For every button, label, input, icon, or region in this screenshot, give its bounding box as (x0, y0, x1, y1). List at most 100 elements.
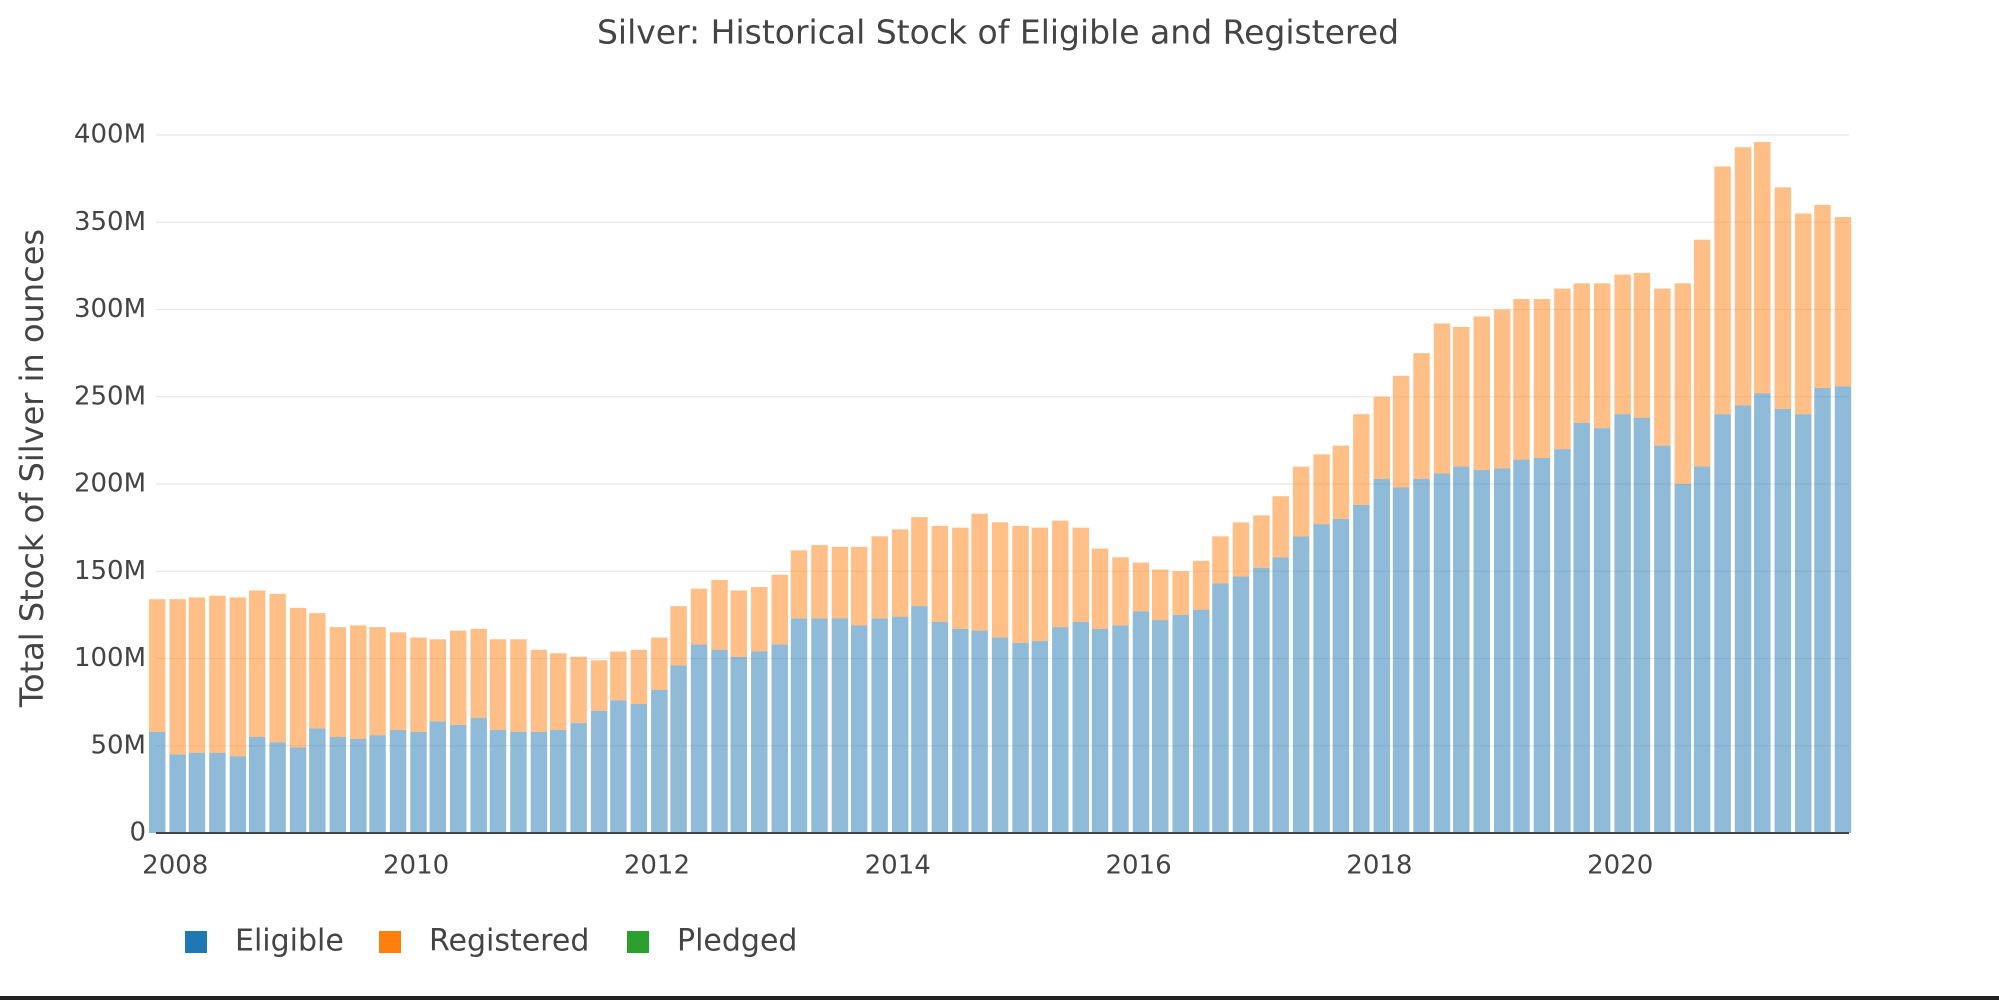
bar-segment (1072, 527, 1089, 622)
chart-title: Silver: Historical Stock of Eligible and… (597, 13, 1399, 52)
legend-marker (379, 931, 401, 953)
bar-segment (1795, 213, 1812, 415)
bar-segment (1272, 496, 1289, 558)
bar-segment (1554, 449, 1571, 833)
bar-segment (670, 606, 687, 666)
bar-segment (651, 689, 668, 833)
bar-segment (1012, 525, 1029, 643)
bar-segment (489, 639, 507, 731)
bar-segment (751, 651, 768, 833)
bar-segment (1253, 515, 1270, 568)
x-tick-label: 2008 (142, 851, 208, 881)
bar-segment (309, 613, 326, 729)
bar-segment (1533, 299, 1551, 458)
bar-segment (1392, 375, 1410, 488)
bar-segment (1774, 408, 1792, 833)
bar-segment (730, 590, 748, 657)
bar-segment (450, 630, 467, 725)
bar-segment (1212, 583, 1229, 833)
bar-segment (1573, 422, 1590, 833)
bar-segment (1272, 557, 1289, 833)
bar-segment (169, 599, 186, 755)
bar-segment (871, 618, 888, 833)
bar-segment (831, 618, 849, 833)
bar-segment (1031, 527, 1049, 642)
bar-segment (1112, 557, 1129, 626)
bar-segment (590, 660, 608, 711)
bar-segment (1493, 309, 1511, 469)
bar-segment (850, 625, 868, 833)
bar-segment (369, 735, 386, 833)
bar-segment (891, 529, 909, 617)
bar-segment (1834, 386, 1852, 833)
bar-segment (470, 628, 487, 718)
bar-segment (1413, 478, 1430, 833)
bar-segment (610, 700, 627, 833)
bar-segment (1112, 625, 1129, 833)
bar-segment (670, 665, 687, 833)
bar-segment (991, 522, 1009, 638)
legend-marker (185, 931, 207, 953)
bar-segment (1674, 484, 1692, 833)
bar-segment (1012, 642, 1029, 833)
bar-segment (952, 628, 969, 833)
bar-segment (169, 754, 186, 833)
bar-segment (148, 731, 166, 833)
bar-segment (1192, 609, 1210, 833)
bar-segment (1292, 466, 1310, 537)
bar-segment (450, 724, 467, 833)
bar-segment (1253, 567, 1270, 833)
bar-segment (1152, 620, 1169, 833)
y-tick-label: 0 (129, 818, 146, 848)
bar-segment (1172, 571, 1189, 615)
bar-segment (790, 550, 808, 619)
bar-segment (891, 616, 909, 833)
bar-segment (1392, 487, 1410, 833)
bar-segment (1734, 147, 1752, 406)
bar-segment (1714, 166, 1731, 415)
bar-segment (549, 653, 567, 731)
bar-segment (1052, 520, 1069, 628)
bar-segment (209, 752, 226, 833)
y-tick-label: 350M (74, 207, 146, 237)
bar-segment (1172, 614, 1189, 833)
bar-segment (911, 517, 928, 607)
bar-segment (1232, 522, 1250, 577)
bar-segment (1814, 388, 1831, 833)
x-tick-label: 2016 (1105, 851, 1171, 881)
bar-segment (1052, 627, 1069, 833)
bar-segment (209, 595, 226, 753)
bar-segment (1091, 628, 1109, 833)
bar-segment (510, 639, 527, 732)
bar-segment (1714, 414, 1731, 833)
bar-segment (570, 723, 587, 833)
bar-segment (329, 737, 347, 833)
bar-segment (1292, 536, 1310, 833)
bar-segment (1413, 353, 1430, 479)
bars (148, 141, 1852, 833)
y-tick-label: 200M (74, 469, 146, 499)
bar-segment (630, 649, 648, 704)
x-tick-label: 2018 (1346, 851, 1412, 881)
bar-segment (1513, 459, 1530, 833)
bar-segment (1693, 239, 1711, 467)
bar-segment (690, 644, 708, 833)
y-tick-label: 150M (74, 556, 146, 586)
bar-segment (1633, 272, 1651, 418)
bar-segment (1513, 299, 1530, 460)
bar-segment (1834, 217, 1852, 387)
bar-segment (350, 625, 367, 739)
bar-segment (1614, 274, 1631, 415)
bar-segment (389, 632, 407, 731)
bar-segment (188, 752, 206, 833)
bar-segment (811, 618, 828, 833)
x-tick-label: 2012 (624, 851, 690, 881)
bar-segment (771, 574, 788, 645)
bar-segment (931, 621, 949, 833)
legend-marker (627, 931, 649, 953)
bar-segment (229, 756, 247, 833)
bar-segment (530, 731, 548, 833)
y-tick-label: 100M (74, 643, 146, 673)
bar-segment (1654, 445, 1671, 833)
